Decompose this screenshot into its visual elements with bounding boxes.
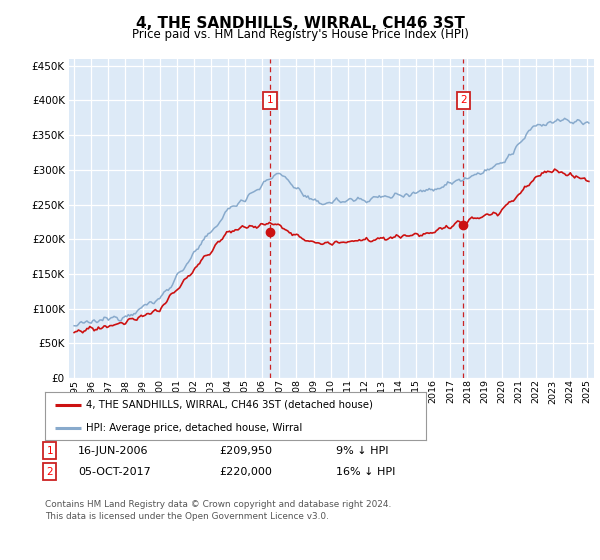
Text: Contains HM Land Registry data © Crown copyright and database right 2024.
This d: Contains HM Land Registry data © Crown c… [45,500,391,521]
Text: 4, THE SANDHILLS, WIRRAL, CH46 3ST: 4, THE SANDHILLS, WIRRAL, CH46 3ST [136,16,464,31]
Text: 05-OCT-2017: 05-OCT-2017 [78,466,151,477]
Text: £209,950: £209,950 [219,446,272,456]
Text: 1: 1 [267,95,274,105]
Text: Price paid vs. HM Land Registry's House Price Index (HPI): Price paid vs. HM Land Registry's House … [131,28,469,41]
Text: 2: 2 [460,95,467,105]
Text: HPI: Average price, detached house, Wirral: HPI: Average price, detached house, Wirr… [86,423,302,433]
Text: 1: 1 [46,446,53,456]
Text: 4, THE SANDHILLS, WIRRAL, CH46 3ST (detached house): 4, THE SANDHILLS, WIRRAL, CH46 3ST (deta… [86,400,373,410]
Text: £220,000: £220,000 [219,466,272,477]
Text: 9% ↓ HPI: 9% ↓ HPI [336,446,389,456]
Text: 16-JUN-2006: 16-JUN-2006 [78,446,149,456]
Text: 2: 2 [46,466,53,477]
Text: 16% ↓ HPI: 16% ↓ HPI [336,466,395,477]
